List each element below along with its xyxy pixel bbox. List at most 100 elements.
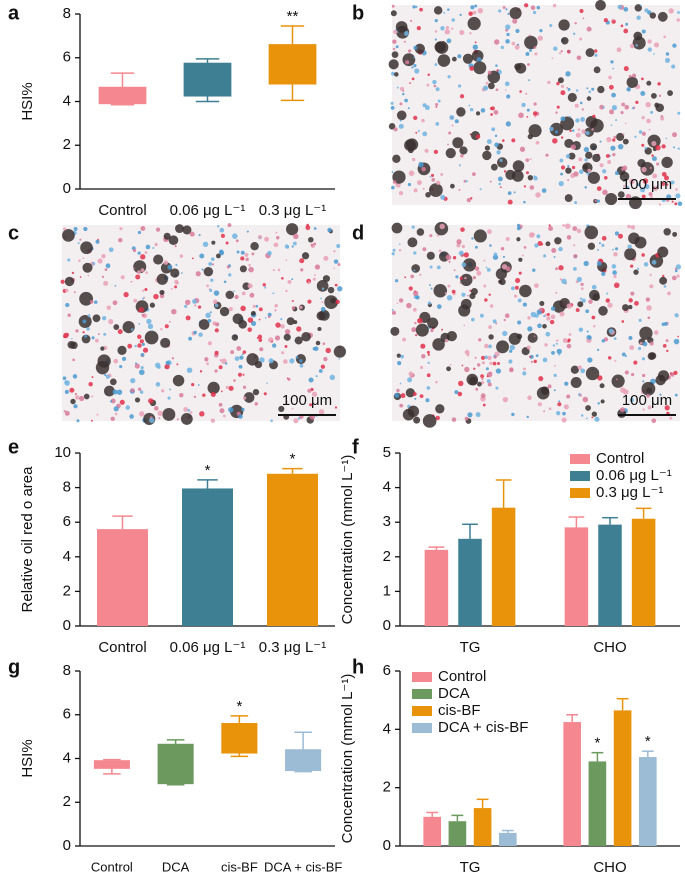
cell xyxy=(617,4,622,10)
cell xyxy=(280,317,283,321)
legend-swatch xyxy=(570,488,590,498)
cell xyxy=(505,39,510,44)
cell xyxy=(576,55,582,61)
cell xyxy=(392,39,397,44)
cell xyxy=(601,243,605,247)
cell xyxy=(484,145,491,151)
cell xyxy=(440,26,445,31)
cell xyxy=(64,288,69,293)
y-tick-label: 0 xyxy=(383,837,391,854)
cell xyxy=(134,397,141,403)
legend-label: DCA + cis-BF xyxy=(438,719,528,736)
cell xyxy=(314,274,316,277)
cell xyxy=(337,263,341,267)
cell xyxy=(552,138,558,144)
cell xyxy=(291,299,294,303)
cell xyxy=(130,280,133,283)
cell xyxy=(321,287,325,290)
cell xyxy=(287,279,292,284)
cell xyxy=(518,271,522,275)
cell xyxy=(596,199,601,203)
cell xyxy=(483,284,487,288)
cell xyxy=(629,345,635,351)
cell xyxy=(419,365,424,370)
cell xyxy=(437,54,451,67)
cell xyxy=(218,365,223,370)
cell xyxy=(641,253,645,257)
cell xyxy=(606,137,612,143)
cell xyxy=(259,357,265,363)
cell xyxy=(552,3,557,8)
cell xyxy=(274,309,277,312)
x-tick-label: 0.3 μg L⁻¹ xyxy=(259,202,326,219)
cell xyxy=(550,314,556,320)
cell xyxy=(207,318,212,323)
cell xyxy=(663,35,667,39)
cell xyxy=(231,334,239,341)
cell xyxy=(408,170,415,177)
cell xyxy=(137,387,142,391)
cell xyxy=(390,326,400,336)
cell xyxy=(629,397,635,403)
cell xyxy=(612,152,616,157)
cell xyxy=(122,321,135,334)
cell xyxy=(145,244,151,250)
cell xyxy=(649,341,654,346)
cell xyxy=(482,150,492,161)
cell xyxy=(204,357,209,362)
cell xyxy=(144,288,148,292)
cell xyxy=(225,290,235,300)
cell xyxy=(611,19,615,22)
cell xyxy=(505,237,510,241)
cell xyxy=(475,111,481,116)
cell xyxy=(515,277,521,284)
cell xyxy=(209,311,212,314)
cell xyxy=(313,242,317,246)
cell xyxy=(650,110,654,114)
cell xyxy=(521,102,526,108)
cell xyxy=(134,344,137,348)
cell xyxy=(500,246,505,251)
cell xyxy=(234,356,240,362)
cell xyxy=(209,288,213,293)
cell xyxy=(579,101,583,105)
cell xyxy=(626,87,631,92)
cell xyxy=(494,142,499,148)
cell xyxy=(606,292,609,295)
cell xyxy=(513,294,518,298)
cell xyxy=(62,228,75,242)
cell xyxy=(310,243,314,247)
cell xyxy=(554,237,562,245)
cell xyxy=(666,183,669,186)
cell xyxy=(114,412,118,416)
cell xyxy=(626,76,638,89)
cell xyxy=(429,265,433,269)
cell xyxy=(457,391,463,397)
cell xyxy=(228,407,234,413)
cell xyxy=(539,28,543,33)
cell xyxy=(104,374,107,377)
cell xyxy=(203,266,214,277)
bar xyxy=(448,821,467,846)
cell xyxy=(391,185,395,190)
cell xyxy=(411,225,415,229)
cell xyxy=(496,150,501,155)
cell xyxy=(225,241,229,245)
cell xyxy=(228,385,234,391)
cell xyxy=(553,256,556,258)
cell xyxy=(301,252,310,260)
cell xyxy=(624,248,637,261)
cell xyxy=(408,371,414,377)
cell xyxy=(83,226,88,232)
cell xyxy=(551,351,555,355)
cell xyxy=(507,191,512,196)
cell xyxy=(556,81,560,86)
cell xyxy=(130,388,135,393)
cell xyxy=(628,304,633,310)
cell xyxy=(667,291,671,296)
cell xyxy=(523,246,527,249)
cell xyxy=(555,111,558,114)
panel-letter: f xyxy=(352,436,359,458)
y-tick-label: 3 xyxy=(383,513,391,530)
